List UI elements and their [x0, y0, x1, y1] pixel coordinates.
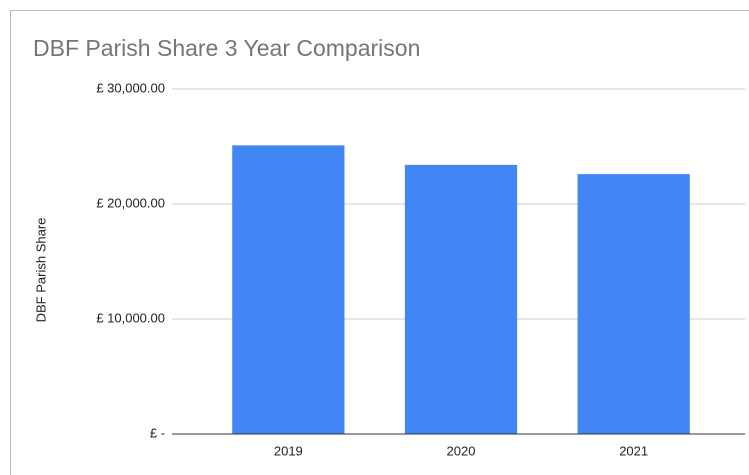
x-tick-label: 2019	[274, 443, 303, 458]
bar	[404, 164, 518, 434]
x-tick-label: 2020	[447, 443, 476, 458]
y-tick-label: £ -	[150, 425, 165, 440]
bar	[577, 174, 690, 434]
y-tick-label: £ 10,000.00	[96, 310, 165, 325]
y-axis-label: DBF Parish Share	[33, 218, 48, 323]
chart-title: DBF Parish Share 3 Year Comparison	[33, 35, 420, 61]
y-tick-label: £ 30,000.00	[96, 80, 165, 95]
bar	[232, 145, 345, 434]
x-tick-label: 2021	[619, 443, 648, 458]
y-tick-label: £ 20,000.00	[96, 195, 165, 210]
